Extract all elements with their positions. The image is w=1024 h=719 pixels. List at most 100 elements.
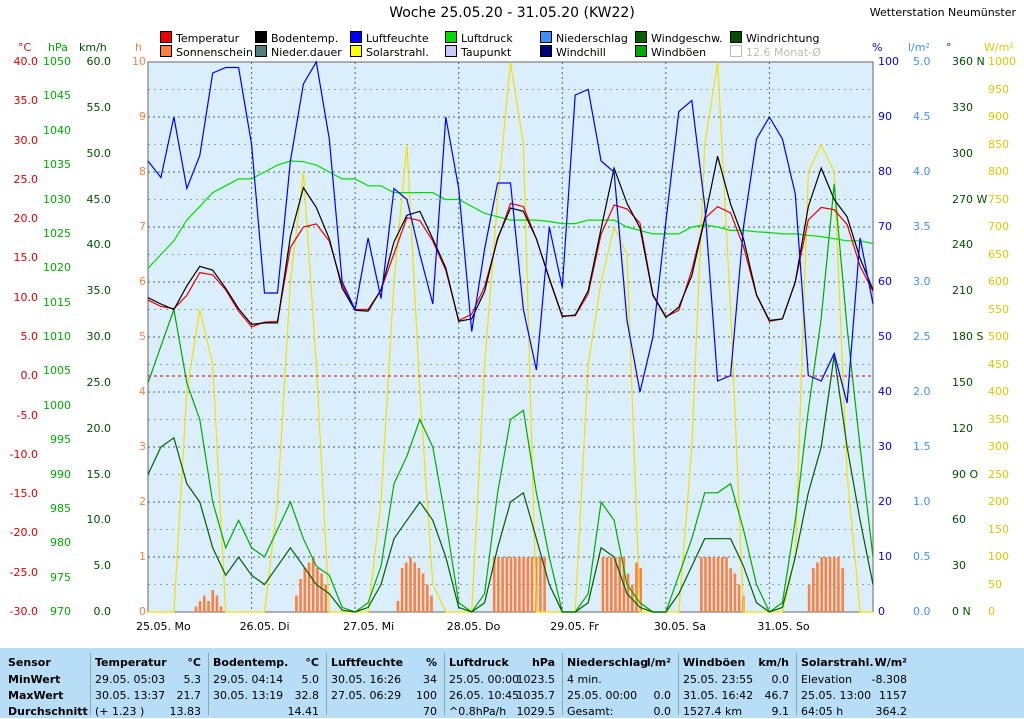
table-header: Temperatur °C: [95, 656, 201, 669]
sunshine-bar: [421, 573, 425, 612]
sunshine-bar: [413, 562, 416, 612]
sunshine-bar: [716, 557, 720, 612]
table-row: Durchschnitt: [8, 705, 88, 718]
day-label: 25.05. Mo: [136, 620, 191, 633]
temp-axis-tick: 0.0: [20, 369, 39, 383]
series-bodentemp: [147, 156, 874, 326]
sunshine-bar: [303, 568, 307, 612]
table-header: Luftfeuchte%: [331, 656, 437, 669]
wm2-axis-tick: 50: [988, 577, 1002, 591]
hpa-axis-tick: 1005: [43, 364, 71, 378]
legend-item: Windchill: [540, 45, 606, 60]
legend-item: Nieder.dauer: [255, 45, 342, 60]
legend-swatch: [730, 31, 742, 43]
legend-item: Windrichtung: [730, 31, 819, 46]
sunshine-bar: [543, 557, 546, 612]
table-header: Bodentemp. °C: [213, 656, 319, 669]
table-row: Gesamt: 0.0: [567, 705, 671, 718]
legend-label: Luftfeuchte: [366, 32, 429, 45]
sunshine-bar: [497, 557, 500, 612]
pct-axis-tick: 90: [878, 110, 892, 123]
wm2-axis-tick: 0: [988, 605, 995, 618]
wm2-axis-tick: 600: [988, 275, 1009, 288]
pct-axis-tick: 10: [878, 550, 892, 563]
hpa-axis-tick: 970: [50, 605, 71, 618]
sunshine-bar: [807, 584, 811, 612]
legend-label: Solarstrahl.: [366, 46, 429, 59]
table-block: Luftdruck hPa 25.05. 00:00 1023.5 26.05. 10:…: [444, 653, 559, 718]
series-luftfeuchte: [147, 60, 874, 404]
wm2-axis-tick: 900: [988, 110, 1009, 123]
h-axis-tick: 10: [132, 55, 146, 68]
legend: Temperatur Sonnenschein Bodentemp. Nieder.d…: [160, 31, 821, 61]
lm2-axis-tick: 1.0: [913, 495, 931, 508]
chart-title: Woche 25.05.20 - 31.05.20 (KW22): [389, 5, 635, 21]
sunshine-bar: [708, 557, 711, 612]
sunshine-bar: [203, 595, 206, 612]
legend-swatch: [160, 31, 172, 43]
grid: [147, 61, 874, 613]
hpa-axis-tick: 980: [50, 536, 71, 550]
sunshine-bar: [324, 584, 328, 612]
hpa-axis-tick: 990: [50, 467, 71, 481]
table-row: 25.05. 00:00 1023.5: [449, 673, 555, 686]
sunshine-bar: [721, 557, 724, 612]
kmh-axis-tick: 45.0: [86, 192, 112, 206]
temp-axis-tick: 15.0: [13, 251, 39, 265]
table-row: Elevation -8.308: [801, 673, 907, 686]
deg-axis-tick: 360 N: [952, 55, 985, 68]
kmh-axis-tick: 5.0: [93, 559, 112, 573]
wm2-axis-tick: 1000: [988, 55, 1016, 68]
sunshine-bars: [194, 557, 844, 612]
legend-swatch: [255, 45, 267, 57]
sunshine-bar: [833, 557, 836, 612]
table-row: 29.05. 05:03 5.3: [95, 673, 201, 686]
wm2-axis-tick: 850: [988, 137, 1009, 151]
temp-axis-tick: 35.0: [13, 94, 39, 108]
sunshine-bar: [513, 557, 517, 612]
h-axis-tick: 2: [139, 495, 146, 508]
table-row: MaxWert: [8, 689, 64, 702]
table-block: Sensor MinWert MaxWert Durchschnitt: [4, 653, 88, 718]
hpa-axis-tick: 1015: [43, 295, 71, 309]
deg-axis-tick: 330: [952, 100, 973, 114]
deg-axis-tick: 30: [952, 559, 966, 573]
sunshine-bar: [320, 573, 323, 612]
sunshine-bar: [316, 568, 319, 612]
temp-axis-tick: 25.0: [13, 172, 39, 186]
table-row: ^0.8hPa/h 1029.5: [449, 705, 555, 718]
wm2-axis-tick: 450: [988, 357, 1009, 371]
sunshine-bar: [639, 568, 642, 612]
table-row: 30.05. 13:37 21.7: [95, 689, 201, 702]
wm2-axis-tick: 550: [988, 302, 1009, 316]
sunshine-bar: [522, 557, 525, 612]
deg-axis-tick: 60: [952, 513, 966, 527]
sunshine-bar: [539, 557, 542, 612]
pct-axis-tick: 80: [878, 165, 892, 178]
sunshine-bar: [733, 573, 737, 612]
sunshine-bar: [501, 557, 504, 612]
sunshine-bar: [492, 557, 496, 612]
wm2-axis-tick: 100: [988, 550, 1009, 563]
deg-axis-tick: 300: [952, 146, 973, 160]
lm2-axis-tick: 3.5: [913, 220, 931, 233]
unit-wm2: W/m²: [984, 41, 1014, 54]
sunshine-bar: [700, 557, 703, 612]
temp-axis-tick: 10.0: [13, 290, 39, 304]
sunshine-bar: [530, 557, 534, 612]
temp-axis-tick: 20.0: [13, 212, 39, 226]
sunshine-bar: [430, 595, 433, 612]
legend-label: Windgeschw.: [651, 32, 723, 45]
series-windböen: [147, 183, 874, 613]
hpa-axis-tick: 975: [50, 570, 71, 584]
stats-table: Sensor MinWert MaxWert Durchschnitt Temperat…: [0, 648, 1024, 718]
h-axis-tick: 5: [139, 330, 146, 343]
temp-axis-tick: -30.0: [9, 605, 38, 618]
h-axis-tick: 1: [139, 550, 146, 563]
sunshine-bar: [626, 573, 630, 612]
table-row: 25.05. 23:55 0.0: [683, 673, 789, 686]
unit-temp: °C: [18, 41, 32, 54]
sunshine-bar: [610, 557, 613, 612]
legend-item: Sonnenschein: [160, 45, 253, 60]
kmh-axis-tick: 55.0: [86, 100, 112, 114]
